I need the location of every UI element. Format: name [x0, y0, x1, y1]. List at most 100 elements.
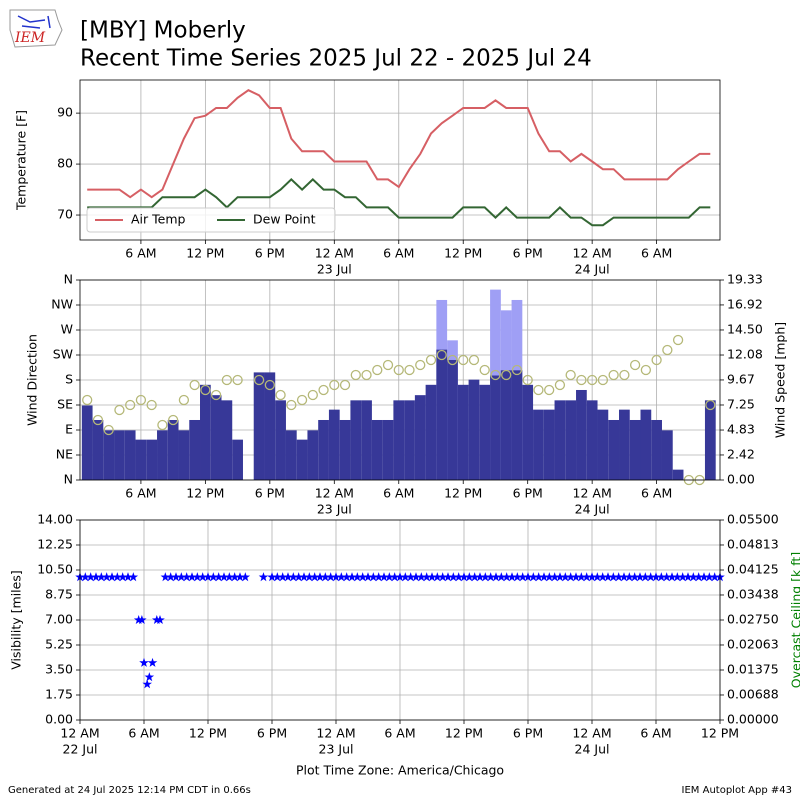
y2-tick-label: 14.50 — [727, 321, 763, 336]
y2-tick-label: 0.04125 — [727, 562, 779, 577]
bar — [285, 430, 297, 480]
point — [468, 354, 480, 366]
point — [672, 334, 684, 346]
bar — [210, 395, 222, 480]
point — [619, 572, 629, 582]
point — [533, 572, 544, 582]
x-tick-label: 12 PM — [701, 726, 739, 741]
point — [361, 369, 372, 381]
point — [635, 572, 645, 582]
point — [178, 394, 190, 406]
point — [393, 364, 404, 376]
point — [203, 572, 213, 582]
x-tick-label: 12 PM — [186, 486, 224, 501]
point — [103, 424, 114, 436]
point — [171, 572, 181, 582]
point — [187, 572, 197, 582]
y-tick-label: W — [61, 322, 73, 337]
point — [667, 572, 677, 582]
point — [709, 572, 720, 582]
point — [296, 394, 308, 406]
y-tick-label: 8.75 — [45, 587, 73, 602]
logo-outline — [9, 9, 63, 48]
y-tick-label: N — [64, 272, 73, 287]
point — [299, 572, 309, 582]
x-tick-label: 6 AM — [640, 726, 671, 741]
point — [479, 364, 490, 376]
point — [523, 572, 533, 582]
point — [157, 419, 168, 431]
y2-tick-label: 0.03438 — [727, 586, 779, 601]
bar — [382, 419, 394, 480]
point — [219, 572, 229, 582]
point — [336, 572, 347, 582]
bar — [554, 400, 566, 480]
point — [459, 572, 469, 582]
point — [475, 572, 485, 582]
point — [705, 399, 716, 411]
point — [92, 414, 104, 426]
point — [581, 572, 592, 582]
logo-lines — [17, 15, 51, 29]
y-axis-label: Wind Direction — [25, 334, 40, 426]
point — [549, 572, 560, 582]
bar — [490, 375, 501, 480]
bar — [468, 379, 480, 480]
point — [309, 572, 320, 582]
title: [MBY] Moberly — [80, 18, 246, 44]
point — [101, 572, 112, 582]
point — [677, 572, 688, 582]
point — [436, 349, 447, 361]
point — [112, 572, 123, 582]
logo: IEM — [9, 9, 63, 48]
point — [197, 572, 208, 582]
point — [320, 572, 331, 582]
point — [331, 572, 341, 582]
point — [448, 572, 459, 582]
point — [554, 379, 566, 391]
point — [304, 572, 315, 582]
point — [329, 379, 340, 391]
point — [672, 572, 683, 582]
y2-tick-label: 0.02750 — [727, 612, 779, 627]
point — [400, 572, 411, 582]
legend-label: Dew Point — [253, 212, 316, 227]
point — [592, 572, 603, 582]
bar — [640, 409, 652, 480]
point — [597, 374, 609, 386]
point — [189, 379, 200, 391]
x-tick-label: 12 AM — [315, 246, 354, 261]
point — [587, 572, 597, 582]
point — [453, 572, 464, 582]
point — [587, 374, 598, 386]
bar — [135, 439, 147, 480]
bar — [608, 419, 620, 480]
plot-frame — [79, 79, 721, 241]
point — [447, 354, 458, 366]
bar — [339, 419, 351, 480]
point — [363, 572, 373, 582]
x-tick-label: 6 PM — [255, 246, 285, 261]
point — [533, 384, 544, 396]
point — [683, 572, 693, 582]
line — [87, 178, 711, 227]
point — [146, 399, 157, 411]
point — [91, 572, 101, 582]
point — [275, 389, 286, 401]
bar — [275, 400, 286, 480]
point — [82, 394, 93, 406]
bar — [124, 430, 136, 480]
bar — [651, 419, 662, 480]
point — [137, 615, 147, 624]
x-tick-label: 12 AM — [573, 486, 612, 501]
point — [318, 384, 329, 396]
x-tick-label: 12 PM — [444, 486, 482, 501]
point — [421, 572, 432, 582]
point — [522, 374, 533, 386]
bar — [167, 419, 179, 480]
x-tick-label: 12 AM — [315, 486, 354, 501]
point — [662, 344, 673, 356]
x-tick-label: 6 PM — [257, 726, 287, 741]
